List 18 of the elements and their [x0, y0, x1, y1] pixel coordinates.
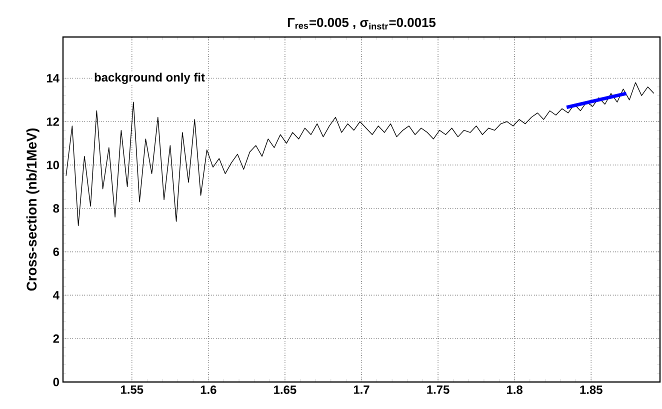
x-tick-label: 1.75 [427, 386, 450, 394]
y-tick-label: 4 [53, 291, 60, 300]
y-tick-label: 10 [46, 160, 59, 170]
chart-title: Γ$_{res}$=0.005 , σ$_{instr}$=0.0015 [288, 18, 436, 30]
y-tick-label: 8 [53, 204, 60, 213]
y-tick-label: 14 [46, 74, 60, 82]
x-tick-label: 1.7 [354, 386, 370, 394]
x-tick-label: 1.55 [121, 386, 144, 394]
x-tick-label: 1.65 [274, 386, 296, 394]
x-tick-label: 1.8 [507, 386, 523, 394]
y-axis-title: Cross-section (nb/1MeV) [26, 128, 40, 291]
x-tick-label: 1.85 [580, 386, 602, 394]
y-tick-label: 2 [53, 334, 60, 343]
y-tick-label: 12 [46, 117, 59, 126]
y-tick-label: 0 [53, 378, 59, 386]
annotation: background only fit [94, 72, 205, 84]
x-tick-label: 1.6 [200, 386, 216, 394]
y-tick-label: 6 [53, 248, 60, 256]
